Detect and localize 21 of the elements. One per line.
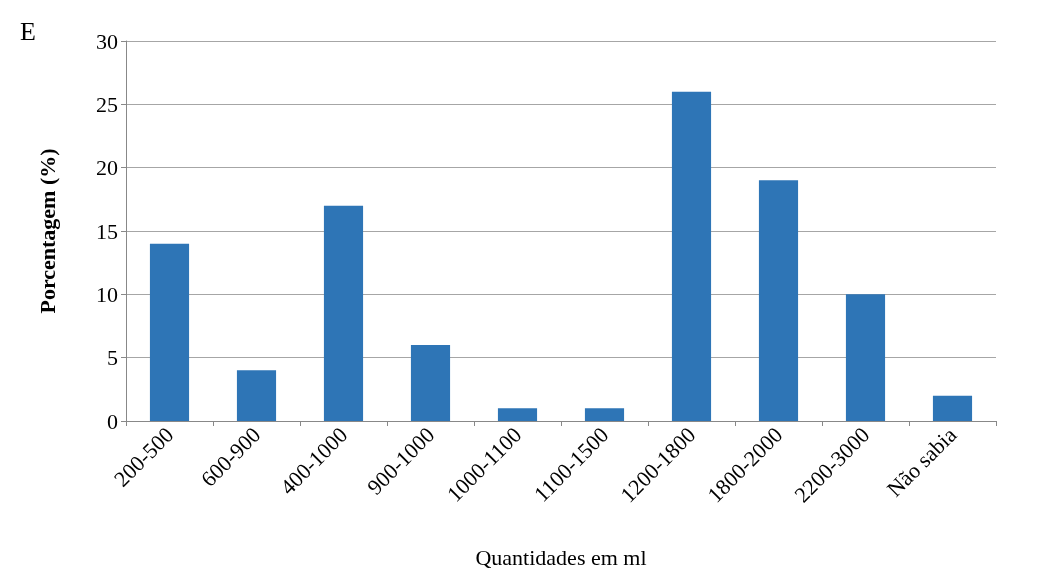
bar xyxy=(497,408,538,421)
bar xyxy=(671,91,712,421)
y-tick-label: 15 xyxy=(96,218,118,244)
y-tick-label: 20 xyxy=(96,155,118,181)
bar xyxy=(410,345,451,421)
x-axis-title: Quantidades em ml xyxy=(475,544,647,570)
bar xyxy=(758,180,799,421)
y-tick-label: 30 xyxy=(96,28,118,54)
y-axis-title: Porcentagem (%) xyxy=(34,148,60,314)
y-tick-label: 5 xyxy=(107,345,118,371)
y-tick-label: 25 xyxy=(96,91,118,117)
bar xyxy=(584,408,625,421)
y-tick-label: 0 xyxy=(107,408,118,434)
bar xyxy=(845,294,886,421)
bar xyxy=(932,395,973,421)
bar xyxy=(149,243,190,421)
bar xyxy=(323,205,364,421)
x-tick-label: Não sabia xyxy=(881,421,962,502)
bar xyxy=(236,370,277,421)
text: E xyxy=(20,16,36,46)
y-tick-label: 10 xyxy=(96,281,118,307)
